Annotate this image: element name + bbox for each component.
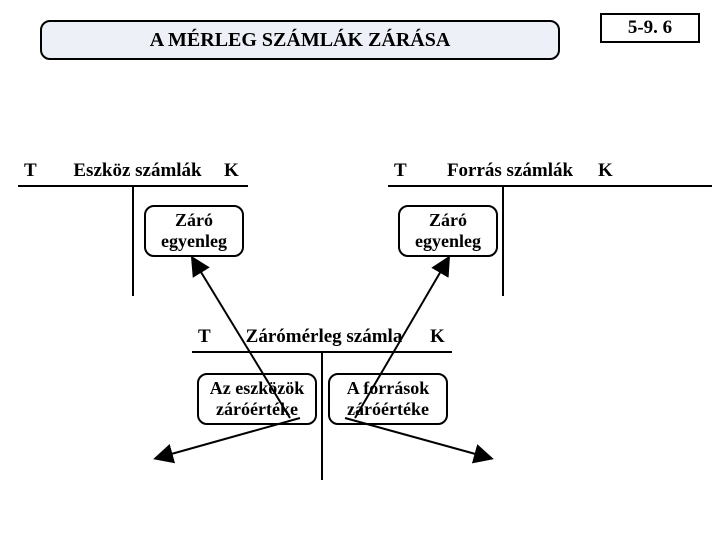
right-account-name: Forrás számlák	[430, 160, 590, 182]
value-left-line2: záróértéke	[216, 399, 298, 419]
right-k-label: K	[598, 160, 613, 182]
value-box-right: A források záróértéke	[328, 373, 448, 425]
left-t-label: T	[24, 160, 37, 182]
closing-t-label: T	[198, 326, 211, 348]
balance-left-line2: egyenleg	[161, 231, 227, 251]
title-box: A MÉRLEG SZÁMLÁK ZÁRÁSA	[40, 20, 560, 60]
left-account-name: Eszköz számlák	[55, 160, 220, 182]
value-box-left: Az eszközök záróértéke	[197, 373, 317, 425]
balance-right-line1: Záró	[429, 210, 467, 230]
title-text: A MÉRLEG SZÁMLÁK ZÁRÁSA	[150, 29, 451, 51]
closing-account-name: Zárómérleg számla	[224, 326, 424, 348]
page-badge-text: 5-9. 6	[628, 17, 672, 38]
page-badge: 5-9. 6	[600, 13, 700, 43]
balance-right-line2: egyenleg	[415, 231, 481, 251]
value-right-line2: záróértéke	[347, 399, 429, 419]
closing-k-label: K	[430, 326, 445, 348]
balance-box-right: Záró egyenleg	[398, 205, 498, 257]
value-left-line1: Az eszközök	[210, 378, 304, 398]
balance-box-left: Záró egyenleg	[144, 205, 244, 257]
value-right-line1: A források	[347, 378, 430, 398]
right-t-label: T	[394, 160, 407, 182]
left-k-label: K	[224, 160, 239, 182]
balance-left-line1: Záró	[175, 210, 213, 230]
diagram-lines	[0, 0, 720, 540]
